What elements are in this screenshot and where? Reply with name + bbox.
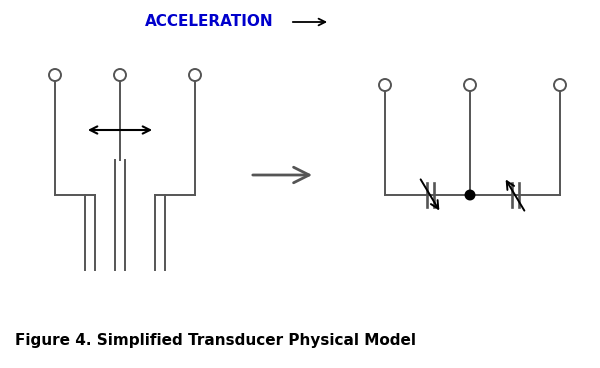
Text: ACCELERATION: ACCELERATION xyxy=(145,14,274,29)
Circle shape xyxy=(466,191,475,199)
Circle shape xyxy=(554,79,566,91)
Circle shape xyxy=(114,69,126,81)
Circle shape xyxy=(464,79,476,91)
Circle shape xyxy=(379,79,391,91)
Text: Figure 4. Simplified Transducer Physical Model: Figure 4. Simplified Transducer Physical… xyxy=(15,333,416,347)
Circle shape xyxy=(49,69,61,81)
Circle shape xyxy=(189,69,201,81)
